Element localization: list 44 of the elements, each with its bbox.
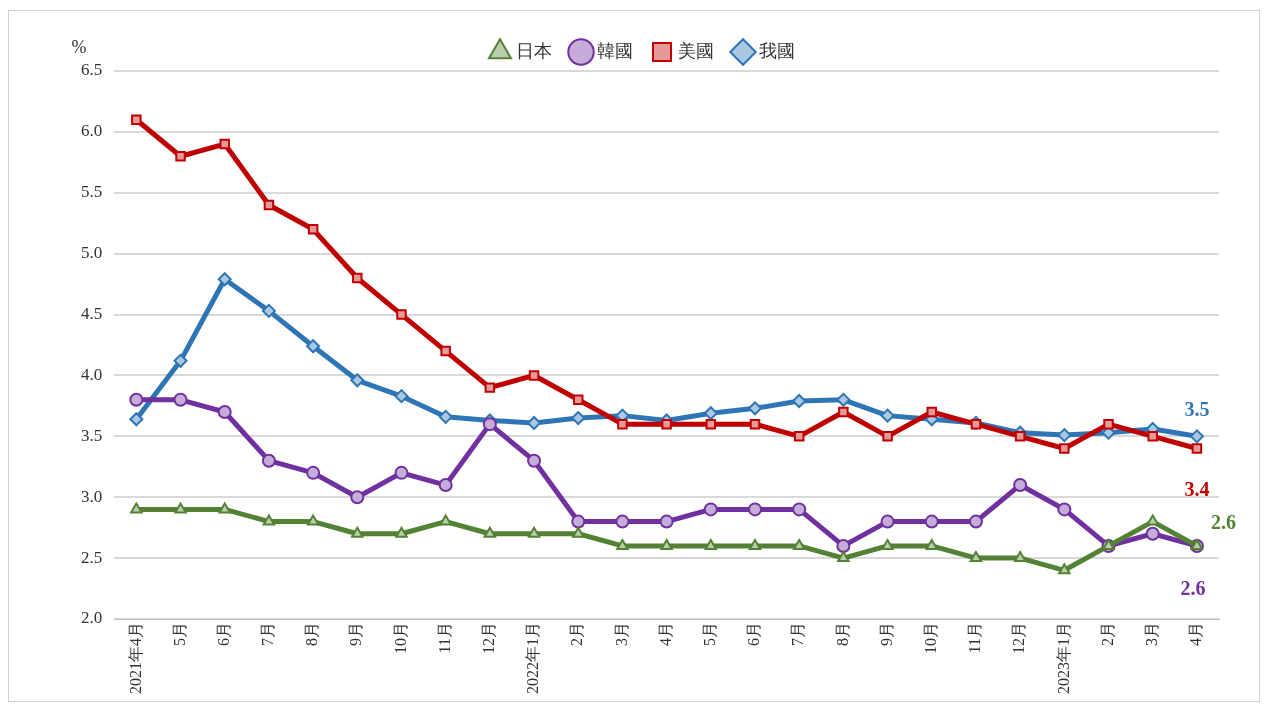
x-tick-label: 11月 [966, 622, 984, 654]
data-label: 3.4 [1184, 477, 1210, 500]
x-tick-label: 3月 [1142, 622, 1160, 646]
x-tick-label: 10月 [391, 622, 409, 654]
data-label: 2.6 [1180, 577, 1206, 600]
legend-label: 日本 [516, 40, 552, 61]
x-tick-label: 9月 [347, 622, 365, 646]
legend-label: 我國 [759, 40, 795, 61]
x-tick-label: 12月 [1010, 622, 1028, 654]
data-label: 3.5 [1184, 397, 1210, 420]
y-tick-label: 3.5 [81, 425, 103, 445]
y-tick-label: 4.0 [81, 364, 103, 384]
x-tick-label: 6月 [745, 622, 763, 646]
y-tick-label: 2.5 [81, 547, 103, 567]
x-tick-label: 4月 [656, 622, 674, 646]
x-tick-label: 11月 [435, 622, 453, 654]
x-tick-label: 12月 [480, 622, 498, 654]
x-tick-label: 7月 [789, 622, 807, 646]
y-tick-label: 3.0 [81, 486, 103, 506]
x-tick-label: 5月 [701, 622, 719, 646]
legend-label: 韓國 [597, 40, 633, 61]
y-tick-label: 5.0 [81, 243, 103, 263]
x-tick-label: 10月 [921, 622, 939, 654]
y-axis-title: % [71, 36, 87, 57]
x-tick-label: 2月 [568, 622, 586, 646]
x-tick-label: 3月 [612, 622, 630, 646]
x-tick-label: 2022年1月 [524, 622, 542, 694]
y-tick-label: 6.5 [81, 60, 103, 80]
data-label: 2.6 [1210, 511, 1236, 534]
x-tick-label: 2021年4月 [126, 622, 144, 694]
x-tick-label: 2023年1月 [1054, 622, 1072, 694]
y-tick-label: 6.0 [81, 121, 103, 141]
x-tick-label: 8月 [833, 622, 851, 646]
y-tick-label: 2.0 [81, 608, 103, 628]
x-tick-label: 2月 [1098, 622, 1116, 646]
x-tick-label: 7月 [259, 622, 277, 646]
legend-label: 美國 [678, 40, 714, 61]
x-tick-label: 4月 [1187, 622, 1205, 646]
x-tick-label: 9月 [877, 622, 895, 646]
x-tick-label: 8月 [303, 622, 321, 646]
x-tick-label: 5月 [170, 622, 188, 646]
y-tick-label: 5.5 [81, 182, 103, 202]
y-tick-label: 4.5 [81, 304, 103, 324]
x-tick-label: 6月 [214, 622, 232, 646]
